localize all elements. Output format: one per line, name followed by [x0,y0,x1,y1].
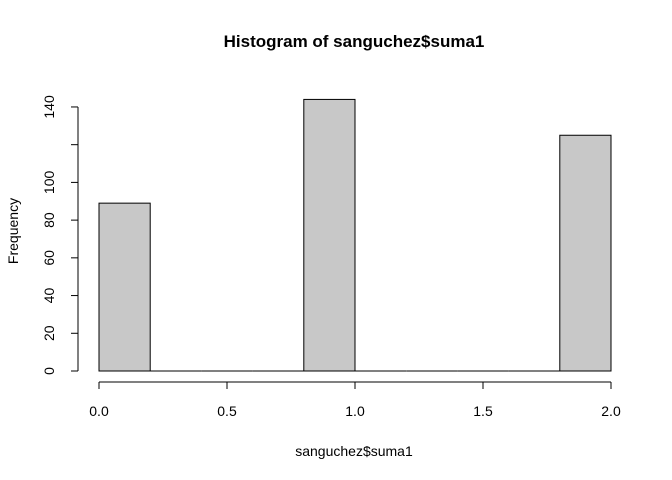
bars-group [98,98,612,372]
x-axis-label: sanguchez$suma1 [295,443,413,459]
y-tick-label: 140 [41,95,57,119]
x-tick-label: 1.5 [473,403,493,419]
chart-title: Histogram of sanguchez$suma1 [224,32,485,51]
y-tick-label: 60 [41,250,57,266]
histogram-bar [98,202,151,372]
y-tick-label: 40 [41,288,57,304]
y-axis-label: Frequency [5,198,21,264]
y-tick-label: 100 [41,171,57,195]
y-tick-label: 0 [41,367,57,375]
y-axis: 0 20 40 60 80 100 140 [41,95,79,375]
y-tick-label: 80 [41,212,57,228]
x-tick-label: 0.0 [89,403,109,419]
x-tick-label: 2.0 [601,403,621,419]
x-axis: 0.0 0.5 1.0 1.5 2.0 [89,381,621,419]
y-tick-label: 20 [41,325,57,341]
x-tick-label: 0.5 [217,403,237,419]
x-tick-label: 1.0 [345,403,365,419]
histogram-bar [559,134,612,372]
histogram-bar [303,98,356,372]
